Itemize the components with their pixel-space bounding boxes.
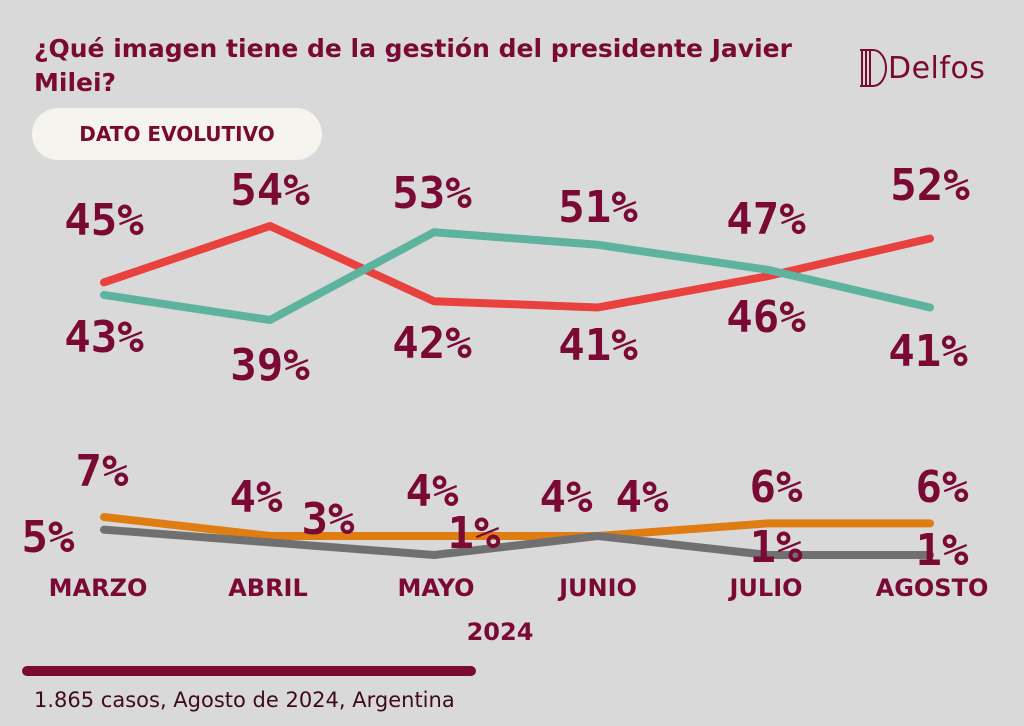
x-tick-label-julio: JULIO bbox=[729, 574, 803, 602]
data-label-gray-line-1: 3% bbox=[302, 494, 355, 545]
data-label-orange-line-4: 6% bbox=[750, 462, 803, 513]
data-label-orange-line-0: 7% bbox=[76, 446, 129, 497]
data-label-gray-line-4: 1% bbox=[750, 522, 803, 573]
data-label-red-line-3: 41% bbox=[558, 320, 638, 371]
chart-title: ¿Qué imagen tiene de la gestión del pres… bbox=[34, 34, 792, 97]
data-label-teal-line-5: 41% bbox=[888, 326, 968, 377]
x-axis-months: MARZO ABRIL MAYO JUNIO JULIO AGOSTO bbox=[0, 574, 1024, 614]
series-gray-line bbox=[100, 525, 934, 559]
footer-divider-bar bbox=[22, 666, 476, 676]
data-label-teal-line-1: 39% bbox=[230, 340, 310, 391]
data-label-red-line-5: 52% bbox=[890, 160, 970, 211]
data-label-teal-line-4: 47% bbox=[726, 194, 806, 245]
x-axis-year: 2024 bbox=[466, 618, 534, 646]
data-label-orange-line-1: 4% bbox=[230, 472, 283, 523]
data-label-red-line-2: 42% bbox=[392, 318, 472, 369]
x-tick-label-junio: JUNIO bbox=[559, 574, 637, 602]
series-orange-line bbox=[100, 513, 934, 540]
x-tick-label-marzo: MARZO bbox=[48, 574, 148, 602]
data-label-orange-line-3: 4% bbox=[540, 472, 593, 523]
dato-evolutivo-badge: DATO EVOLUTIVO bbox=[32, 108, 322, 160]
data-label-red-line-1: 54% bbox=[230, 165, 310, 216]
data-label-teal-line-0: 43% bbox=[64, 312, 144, 363]
data-label-gray-line-2: 1% bbox=[448, 508, 501, 559]
data-label-red-line-0: 45% bbox=[64, 195, 144, 246]
data-label-teal-line-2: 53% bbox=[392, 168, 472, 219]
data-label-gray-line-3: 4% bbox=[616, 472, 669, 523]
delfos-logo-icon bbox=[860, 49, 887, 87]
footer-source: 1.865 casos, Agosto de 2024, Argentina bbox=[34, 688, 455, 712]
data-label-red-line-4: 46% bbox=[726, 292, 806, 343]
data-label-orange-line-5: 6% bbox=[916, 462, 969, 513]
delfos-logo: Delfos bbox=[858, 44, 985, 92]
x-tick-label-agosto: AGOSTO bbox=[875, 574, 989, 602]
series-teal-line bbox=[100, 228, 934, 324]
x-tick-label-abril: ABRIL bbox=[228, 574, 308, 602]
data-label-gray-line-0: 5% bbox=[22, 512, 75, 563]
x-tick-label-mayo: MAYO bbox=[397, 574, 475, 602]
series-red-line bbox=[100, 222, 934, 312]
data-label-teal-line-3: 51% bbox=[558, 182, 638, 233]
data-label-orange-line-2: 4% bbox=[406, 466, 459, 517]
logo-text: Delfos bbox=[888, 50, 986, 86]
data-label-gray-line-5: 1% bbox=[916, 525, 969, 576]
